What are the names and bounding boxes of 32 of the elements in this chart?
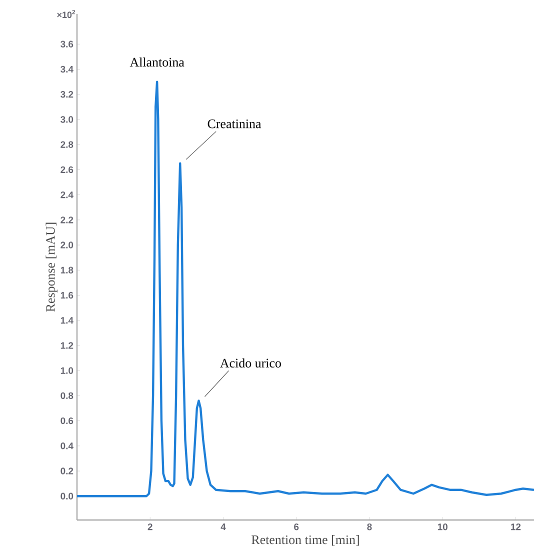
line-series xyxy=(76,80,534,498)
y-tick-label: 0.6 xyxy=(60,417,74,424)
y-tick-label: 3.6 xyxy=(60,40,74,48)
y-tick-label: 2.2 xyxy=(60,216,74,224)
x-tick-label: 8 xyxy=(367,524,372,530)
y-tick-label: 3.0 xyxy=(60,116,74,123)
y-tick-label: 2.0 xyxy=(60,242,74,248)
x-tick-label: 10 xyxy=(438,524,448,530)
y-tick-label: 2.6 xyxy=(60,166,74,174)
y-tick-label: 1.2 xyxy=(60,342,74,349)
y-tick-label: 1.6 xyxy=(60,292,74,299)
y-tick-label: 0.4 xyxy=(60,442,74,450)
x-axis-title: Retention time [min] xyxy=(252,535,359,546)
y-axis-title: Response [mAU] xyxy=(46,222,58,312)
y-tick-label: 2.4 xyxy=(60,191,74,198)
y-tick-label: 3.2 xyxy=(60,90,74,98)
annotation: Allantoina xyxy=(130,57,184,67)
x-tick-label: 12 xyxy=(511,524,521,530)
y-tick-label: 1.8 xyxy=(60,266,74,274)
x-tick-label: 2 xyxy=(148,524,152,530)
annotation: Creatinina xyxy=(208,120,262,128)
text: ×10$^{2}$ xyxy=(57,10,76,18)
y-tick-label: 0.2 xyxy=(60,468,74,474)
x-tick-label: 6 xyxy=(294,524,299,530)
annotation: Acido urico xyxy=(220,358,281,368)
y-tick-label: 3.4 xyxy=(60,66,74,73)
x-tick-label: 4 xyxy=(220,524,226,530)
y-tick-label: 0.8 xyxy=(60,392,74,400)
y-tick-label: 2.8 xyxy=(60,141,74,148)
y-tick-label: 1.0 xyxy=(60,367,74,374)
y-tick-label: 1.4 xyxy=(60,317,74,324)
y-tick-label: 0.0 xyxy=(60,492,74,500)
